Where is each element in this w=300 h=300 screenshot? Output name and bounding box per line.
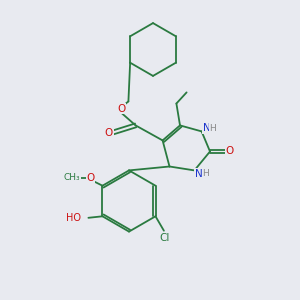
Text: Cl: Cl (159, 233, 170, 243)
Text: N: N (202, 123, 210, 134)
Text: O: O (117, 103, 126, 114)
Text: HO: HO (67, 213, 82, 223)
Text: O: O (86, 173, 94, 183)
Text: O: O (104, 128, 113, 139)
Text: O: O (225, 146, 234, 157)
Text: H: H (210, 124, 216, 133)
Text: N: N (195, 169, 203, 179)
Text: CH₃: CH₃ (64, 173, 80, 182)
Text: H: H (202, 169, 209, 178)
